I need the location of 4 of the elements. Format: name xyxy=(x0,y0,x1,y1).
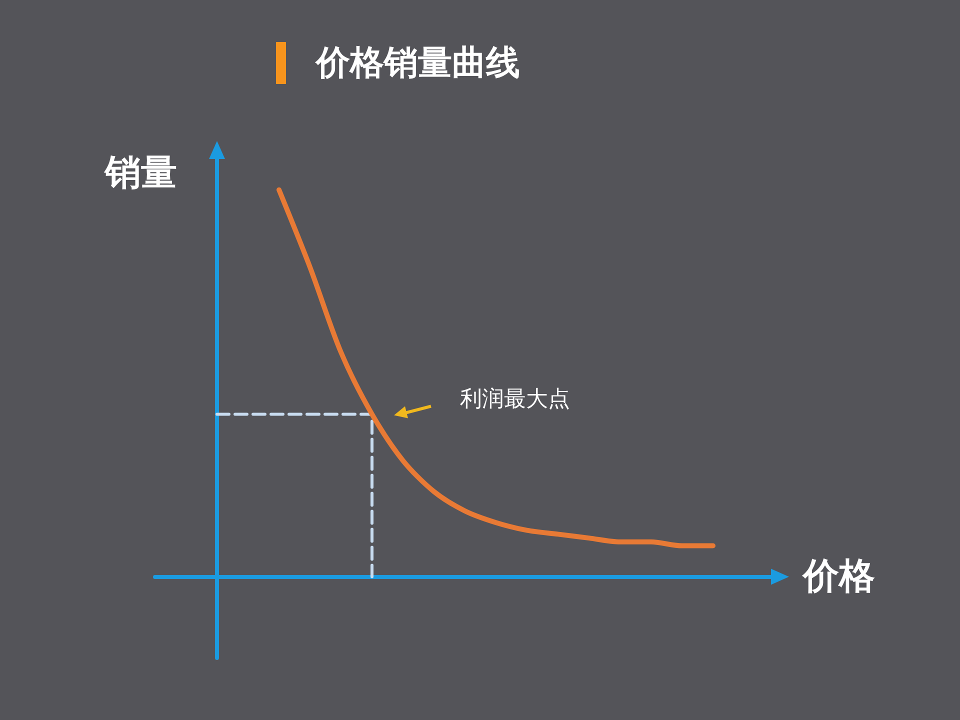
annotation: 利润最大点 xyxy=(460,387,570,412)
y-axis-title: 销量 xyxy=(103,152,177,194)
x-axis-title: 价格 xyxy=(801,556,875,598)
chart-title: 价格销量曲线 xyxy=(316,42,520,85)
